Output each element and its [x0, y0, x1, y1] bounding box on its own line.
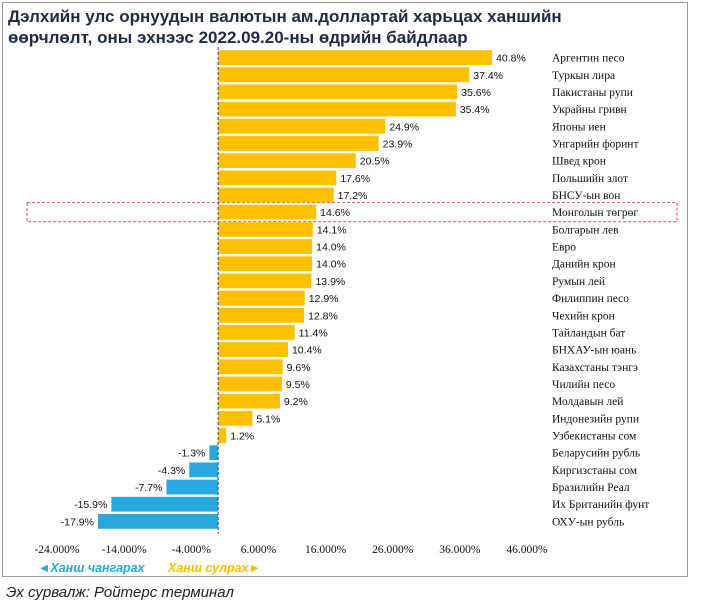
- value-label-9: 17.2%: [338, 190, 368, 202]
- category-label-16: Чехийн крон: [552, 310, 615, 322]
- category-label-25: Киргизстаны сом: [552, 465, 638, 477]
- category-label-7: Швед крон: [552, 156, 606, 168]
- category-label-28: ОХУ-ын рубль: [552, 516, 624, 528]
- category-label-15: Филиппин песо: [552, 293, 629, 305]
- value-label-23: 1.2%: [230, 431, 254, 443]
- bar-27: [111, 496, 219, 512]
- value-label-8: 17.6%: [340, 173, 370, 185]
- bar-19: [218, 359, 283, 375]
- bar-7: [218, 153, 356, 169]
- bar-26: [166, 479, 219, 495]
- bar-10: [218, 204, 317, 220]
- bar-18: [218, 342, 288, 358]
- category-label-10: Монголын төгрөг: [552, 207, 638, 219]
- bar-16: [218, 307, 305, 323]
- bar-11: [218, 221, 313, 237]
- value-label-5: 24.9%: [389, 121, 419, 133]
- x-tick-label-5: 16.000%: [305, 544, 347, 556]
- bar-2: [218, 67, 470, 83]
- bar-23: [218, 428, 227, 443]
- value-label-10: 14.6%: [320, 207, 350, 219]
- chart-title: Дэлхийн улс орнуудын валютын ам.долларта…: [8, 7, 562, 47]
- category-label-6: Унгарийн форинт: [552, 138, 638, 150]
- bar-8: [218, 170, 337, 186]
- value-label-19: 9.6%: [287, 362, 311, 374]
- value-label-1: 40.8%: [496, 53, 526, 65]
- value-label-11: 14.1%: [317, 224, 347, 236]
- value-label-3: 35.6%: [461, 87, 491, 99]
- category-label-13: Данийн крон: [552, 259, 616, 271]
- value-label-12: 14.0%: [316, 242, 346, 254]
- x-tick-label-4: 6.000%: [241, 544, 277, 556]
- legend-appreciation: ◄Ханш чангарах: [38, 561, 146, 575]
- value-label-18: 10.4%: [292, 345, 322, 357]
- value-label-21: 9.2%: [284, 396, 308, 408]
- bar-25: [189, 462, 219, 478]
- bar-24: [209, 445, 219, 461]
- x-tick-label-8: 46.000%: [506, 544, 548, 556]
- value-label-2: 37.4%: [473, 70, 503, 82]
- source-note: Эх сурвалж: Ройтерс терминал: [6, 584, 234, 601]
- bar-3: [218, 84, 458, 100]
- bar-12: [218, 239, 313, 254]
- category-label-20: Чилийн песо: [552, 379, 615, 391]
- value-label-13: 14.0%: [316, 259, 346, 271]
- x-tick-label-1: -24.000%: [34, 544, 79, 556]
- bar-9: [218, 187, 334, 203]
- category-label-8: Польшийн злот: [552, 173, 628, 185]
- category-label-23: Узбекистаны сом: [552, 431, 637, 443]
- bar-13: [218, 256, 313, 272]
- bar-15: [218, 290, 305, 306]
- highlight-box: [26, 202, 678, 223]
- bar-6: [218, 136, 379, 151]
- category-label-26: Бразилийн Реал: [552, 482, 630, 494]
- bar-22: [218, 410, 253, 426]
- category-label-2: Туркын лира: [552, 70, 615, 82]
- category-label-22: Индонезийн рупи: [552, 413, 639, 425]
- bar-14: [218, 273, 312, 289]
- value-label-15: 12.9%: [309, 293, 339, 305]
- value-label-24: -1.3%: [178, 448, 205, 460]
- x-tick-label-3: -4.000%: [172, 544, 212, 556]
- value-label-25: -4.3%: [158, 465, 185, 477]
- bar-chart: 40.8% Аргентин песо 37.4% Туркын лира 35.6% П…: [26, 47, 678, 575]
- x-tick-label-2: -14.000%: [102, 544, 147, 556]
- value-label-7: 20.5%: [360, 156, 390, 168]
- category-label-5: Японы иен: [552, 121, 606, 133]
- bar-4: [218, 101, 456, 117]
- value-label-6: 23.9%: [383, 138, 413, 150]
- value-label-28: -17.9%: [61, 516, 94, 528]
- bar-28: [97, 514, 219, 529]
- bar-20: [218, 376, 282, 392]
- value-label-17: 11.4%: [299, 327, 328, 339]
- bar-1: [218, 50, 493, 65]
- value-label-27: -15.9%: [74, 499, 107, 511]
- x-tick-label-7: 36.000%: [439, 544, 481, 556]
- bar-21: [218, 393, 280, 409]
- value-label-4: 35.4%: [460, 104, 490, 116]
- value-label-20: 9.5%: [286, 379, 310, 391]
- chart-frame: [2, 2, 688, 577]
- category-label-27: Их Британийн фунт: [552, 499, 649, 511]
- value-label-26: -7.7%: [135, 482, 162, 494]
- category-label-9: БНСУ-ын вон: [552, 190, 620, 202]
- value-label-14: 13.9%: [315, 276, 345, 288]
- category-label-18: БНХАУ-ын юань: [552, 345, 636, 357]
- value-label-22: 5.1%: [256, 413, 280, 425]
- category-label-3: Пакистаны рупи: [552, 87, 633, 99]
- category-label-21: Молдавын лей: [552, 396, 623, 408]
- legend-depreciation: Ханш сулрах►: [167, 561, 261, 575]
- value-label-16: 12.8%: [308, 310, 338, 322]
- category-label-1: Аргентин песо: [552, 53, 625, 65]
- category-label-12: Евро: [552, 242, 576, 254]
- category-label-14: Румын лей: [552, 276, 605, 288]
- category-label-17: Тайландын бат: [552, 327, 625, 339]
- category-label-4: Украйны гривн: [552, 104, 627, 116]
- bar-5: [218, 118, 386, 134]
- category-label-24: Беларусийн рубль: [552, 448, 640, 460]
- x-tick-label-6: 26.000%: [372, 544, 414, 556]
- bar-17: [218, 325, 295, 340]
- category-label-19: Казахстаны тэнгэ: [552, 362, 638, 374]
- category-label-11: Болгарын лев: [552, 224, 619, 236]
